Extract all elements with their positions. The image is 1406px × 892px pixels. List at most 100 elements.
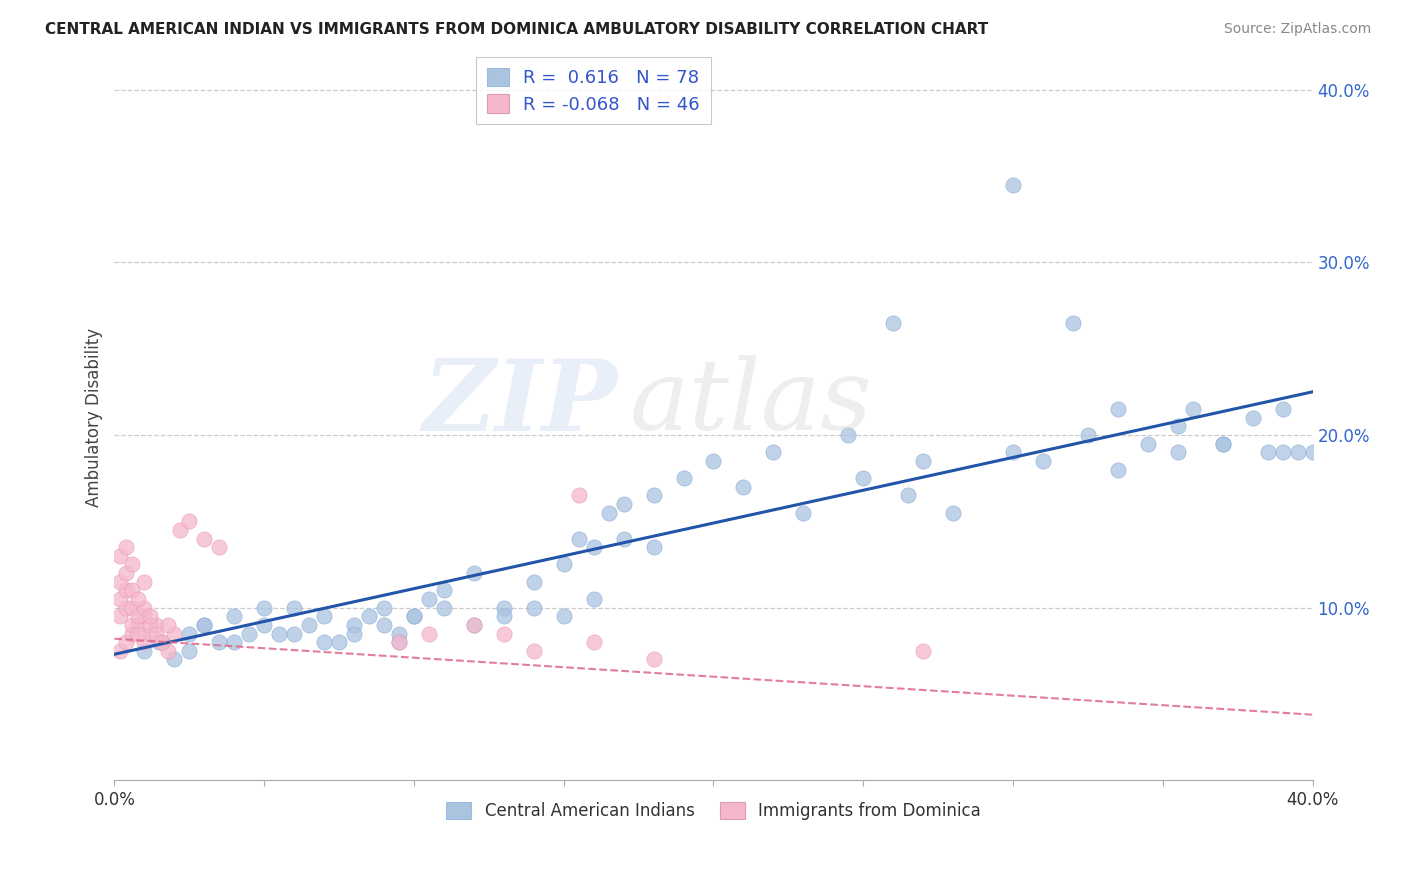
Point — [1136, 436, 1159, 450]
Point — [298, 618, 321, 632]
Point — [121, 618, 143, 632]
Point — [1032, 454, 1054, 468]
Point — [127, 626, 149, 640]
Point — [702, 454, 724, 468]
Point — [179, 626, 201, 640]
Point — [134, 609, 156, 624]
Point — [314, 635, 336, 649]
Point — [568, 532, 591, 546]
Point — [433, 583, 456, 598]
Point — [115, 635, 138, 649]
Point — [672, 471, 695, 485]
Point — [115, 583, 138, 598]
Point — [553, 558, 575, 572]
Point — [110, 574, 132, 589]
Point — [121, 583, 143, 598]
Point — [388, 635, 411, 649]
Point — [523, 600, 546, 615]
Point — [169, 523, 191, 537]
Point — [762, 445, 785, 459]
Point — [328, 635, 350, 649]
Point — [1167, 445, 1189, 459]
Point — [582, 540, 605, 554]
Point — [115, 566, 138, 581]
Point — [373, 600, 395, 615]
Point — [208, 540, 231, 554]
Point — [613, 532, 636, 546]
Point — [388, 626, 411, 640]
Point — [139, 618, 162, 632]
Point — [139, 609, 162, 624]
Point — [492, 609, 515, 624]
Point — [1001, 178, 1024, 192]
Point — [110, 549, 132, 563]
Point — [150, 635, 173, 649]
Point — [134, 644, 156, 658]
Point — [145, 618, 167, 632]
Point — [792, 506, 814, 520]
Point — [433, 600, 456, 615]
Text: ZIP: ZIP — [423, 355, 617, 451]
Point — [882, 316, 904, 330]
Point — [208, 635, 231, 649]
Point — [733, 480, 755, 494]
Point — [568, 488, 591, 502]
Text: atlas: atlas — [630, 356, 872, 450]
Point — [224, 609, 246, 624]
Point — [553, 609, 575, 624]
Point — [134, 574, 156, 589]
Point — [253, 618, 276, 632]
Point — [643, 540, 665, 554]
Point — [463, 618, 485, 632]
Point — [492, 626, 515, 640]
Point — [643, 652, 665, 666]
Point — [145, 626, 167, 640]
Point — [110, 644, 132, 658]
Point — [224, 635, 246, 649]
Legend: Central American Indians, Immigrants from Dominica: Central American Indians, Immigrants fro… — [440, 795, 987, 826]
Point — [115, 540, 138, 554]
Point — [402, 609, 425, 624]
Point — [238, 626, 260, 640]
Point — [912, 454, 935, 468]
Point — [157, 618, 180, 632]
Point — [418, 626, 440, 640]
Point — [115, 600, 138, 615]
Point — [343, 618, 366, 632]
Point — [343, 626, 366, 640]
Point — [179, 644, 201, 658]
Point — [148, 635, 170, 649]
Point — [463, 566, 485, 581]
Point — [523, 644, 546, 658]
Point — [1257, 445, 1279, 459]
Point — [163, 652, 186, 666]
Point — [1167, 419, 1189, 434]
Point — [139, 626, 162, 640]
Point — [463, 618, 485, 632]
Point — [157, 644, 180, 658]
Point — [283, 626, 305, 640]
Point — [388, 635, 411, 649]
Point — [1241, 410, 1264, 425]
Point — [127, 609, 149, 624]
Point — [402, 609, 425, 624]
Point — [582, 592, 605, 607]
Point — [283, 600, 305, 615]
Point — [1212, 436, 1234, 450]
Point — [1271, 402, 1294, 417]
Point — [110, 592, 132, 607]
Point — [852, 471, 875, 485]
Point — [121, 558, 143, 572]
Point — [837, 428, 859, 442]
Point — [1212, 436, 1234, 450]
Point — [492, 600, 515, 615]
Point — [1107, 402, 1129, 417]
Point — [121, 600, 143, 615]
Point — [1302, 445, 1324, 459]
Point — [179, 514, 201, 528]
Point — [134, 600, 156, 615]
Text: CENTRAL AMERICAN INDIAN VS IMMIGRANTS FROM DOMINICA AMBULATORY DISABILITY CORREL: CENTRAL AMERICAN INDIAN VS IMMIGRANTS FR… — [45, 22, 988, 37]
Point — [127, 592, 149, 607]
Point — [1062, 316, 1084, 330]
Point — [418, 592, 440, 607]
